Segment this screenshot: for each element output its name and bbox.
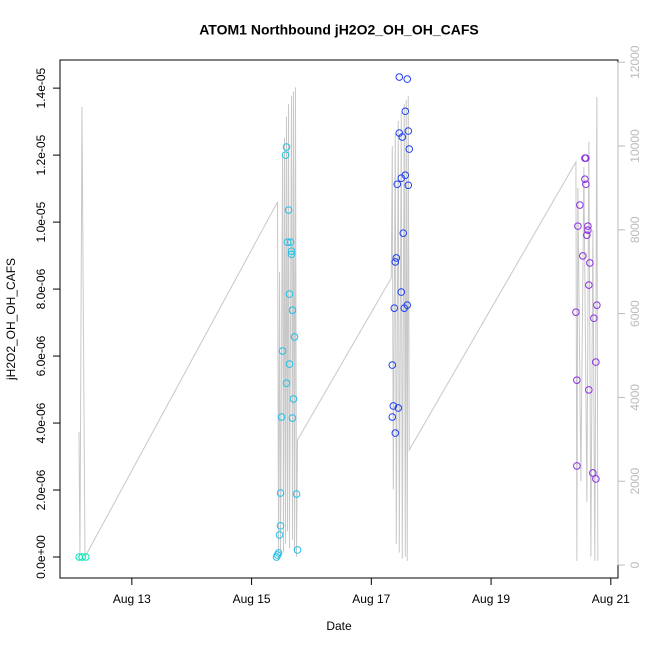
point bbox=[285, 360, 294, 368]
point bbox=[388, 361, 397, 369]
point bbox=[573, 376, 581, 384]
y2-tick-label: 2000 bbox=[628, 468, 642, 495]
point bbox=[397, 288, 406, 296]
point bbox=[286, 238, 295, 246]
point bbox=[290, 333, 299, 341]
plot-box bbox=[59, 59, 619, 579]
point bbox=[293, 546, 302, 554]
point bbox=[584, 222, 592, 230]
x-axis-label: Date bbox=[326, 619, 352, 633]
y-tick-label: 6.0e-06 bbox=[34, 335, 48, 376]
point bbox=[287, 247, 296, 256]
point bbox=[389, 402, 398, 410]
point bbox=[283, 238, 292, 246]
point bbox=[288, 414, 297, 422]
point bbox=[404, 127, 413, 135]
point bbox=[272, 553, 281, 561]
y2-tick-label: 12000 bbox=[628, 45, 642, 79]
point bbox=[282, 379, 291, 387]
point bbox=[584, 226, 592, 234]
line bbox=[78, 87, 599, 561]
point bbox=[582, 154, 590, 162]
point bbox=[404, 181, 413, 190]
point bbox=[274, 549, 283, 557]
y-tick-label: 1.0e-05 bbox=[34, 201, 48, 242]
point bbox=[289, 395, 298, 403]
point bbox=[579, 252, 587, 260]
point bbox=[388, 413, 397, 421]
point bbox=[287, 250, 296, 259]
point bbox=[292, 490, 301, 498]
y-tick-label: 0.0e+00 bbox=[34, 535, 48, 579]
point bbox=[573, 462, 581, 470]
y2-tick-label: 0 bbox=[628, 561, 642, 568]
point bbox=[581, 175, 589, 184]
point bbox=[400, 304, 409, 312]
point bbox=[395, 73, 404, 81]
point bbox=[397, 174, 406, 183]
point bbox=[405, 145, 414, 153]
point bbox=[275, 531, 284, 539]
y-tick-label: 1.2e-05 bbox=[34, 134, 48, 175]
point bbox=[585, 386, 593, 394]
point bbox=[590, 314, 598, 323]
point bbox=[278, 347, 287, 355]
point bbox=[592, 358, 600, 366]
point bbox=[78, 553, 86, 561]
y2-tick-label: 4000 bbox=[628, 384, 642, 411]
point bbox=[390, 304, 399, 312]
point bbox=[582, 180, 590, 189]
y2-tick-label: 8000 bbox=[628, 216, 642, 243]
point bbox=[403, 75, 412, 83]
y-tick-label: 1.4e-05 bbox=[34, 67, 48, 108]
point bbox=[285, 290, 294, 298]
point bbox=[284, 206, 293, 214]
y2-tick-label: 6000 bbox=[628, 300, 642, 327]
x-tick-label: Aug 19 bbox=[472, 592, 510, 606]
point bbox=[401, 107, 410, 116]
x-tick-label: Aug 21 bbox=[592, 592, 630, 606]
point bbox=[586, 259, 594, 267]
point bbox=[392, 254, 401, 262]
point bbox=[391, 258, 400, 266]
point bbox=[276, 489, 285, 497]
point bbox=[281, 151, 290, 159]
point bbox=[394, 404, 403, 412]
point bbox=[398, 133, 407, 141]
y-tick-label: 4.0e-06 bbox=[34, 402, 48, 443]
chart-title: ATOM1 Northbound jH2O2_OH_OH_CAFS bbox=[199, 22, 479, 38]
point bbox=[574, 222, 582, 230]
point bbox=[589, 469, 597, 477]
point bbox=[576, 201, 584, 209]
point bbox=[276, 522, 285, 530]
x-tick-label: Aug 17 bbox=[352, 592, 390, 606]
point bbox=[277, 413, 286, 421]
point bbox=[81, 553, 90, 561]
y-tick-label: 2.0e-06 bbox=[34, 469, 48, 510]
y-axis-label: jH2O2_OH_OH_CAFS bbox=[4, 258, 18, 381]
point bbox=[572, 308, 580, 316]
x-tick-label: Aug 15 bbox=[233, 592, 271, 606]
point bbox=[583, 231, 591, 239]
point bbox=[282, 143, 291, 151]
point bbox=[288, 306, 297, 314]
point bbox=[592, 475, 600, 483]
point bbox=[585, 281, 593, 289]
y-tick-label: 8.0e-06 bbox=[34, 268, 48, 309]
point bbox=[391, 429, 400, 437]
x-tick-label: Aug 13 bbox=[113, 592, 151, 606]
point bbox=[593, 301, 601, 309]
point bbox=[399, 229, 408, 237]
point bbox=[393, 180, 402, 189]
y2-tick-label: 10000 bbox=[628, 129, 642, 163]
